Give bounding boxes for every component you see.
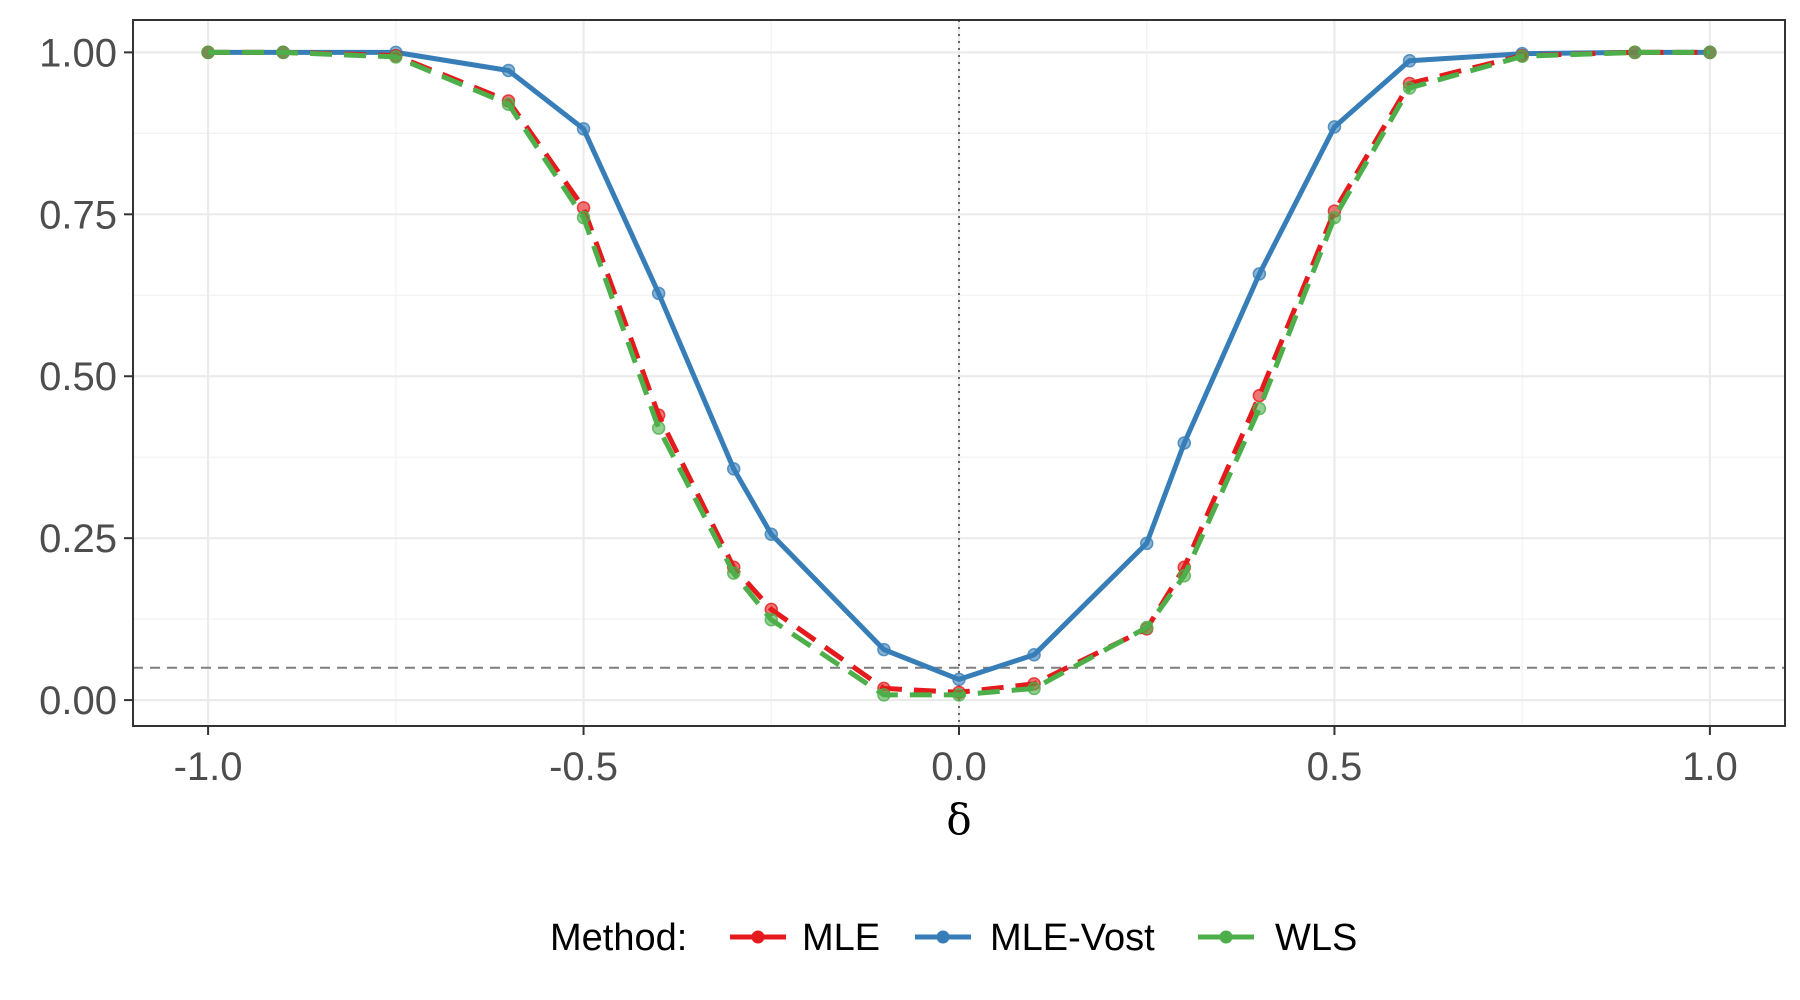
data-point-mle-vost <box>1177 436 1192 450</box>
y-tick-label: 0.75 <box>39 193 117 237</box>
data-point-mle-vost <box>1402 54 1417 68</box>
legend-label-wls: WLS <box>1275 917 1357 959</box>
data-point-mle-vost <box>501 63 516 78</box>
legend-label-mle: MLE <box>802 917 880 959</box>
data-point-wls <box>389 50 403 64</box>
data-point-wls <box>1252 401 1267 416</box>
y-tick-label: 1.00 <box>39 31 117 75</box>
x-tick-label: 0.0 <box>931 745 987 789</box>
reference-lines <box>133 20 1785 726</box>
x-tick-label: 0.5 <box>1307 745 1363 789</box>
legend-key-point-wls <box>1219 930 1233 944</box>
data-point-wls <box>276 45 290 60</box>
y-tick-label: 0.00 <box>39 679 117 723</box>
data-point-wls <box>877 688 891 702</box>
series-wls <box>201 45 1717 702</box>
data-point-mle-vost <box>952 672 966 687</box>
series-layer <box>201 45 1717 702</box>
data-point-wls <box>651 421 666 435</box>
data-point-wls <box>576 210 591 225</box>
data-point-wls <box>764 613 779 627</box>
data-point-wls <box>1402 81 1417 95</box>
legend-key-point-mle <box>751 930 765 944</box>
legend-key-point-mle-vost <box>936 930 950 944</box>
data-point-mle-vost <box>1027 648 1041 662</box>
legend: Method: MLE MLE-Vost WLS <box>550 917 1357 959</box>
data-point-wls <box>1628 45 1642 60</box>
legend-label-mle-vost: MLE-Vost <box>990 917 1155 959</box>
data-point-wls <box>501 97 516 111</box>
data-point-wls <box>1515 49 1529 64</box>
data-point-wls <box>201 45 215 60</box>
data-point-mle-vost <box>651 286 666 301</box>
legend-title: Method: <box>550 917 687 959</box>
x-axis-title: δ <box>946 795 971 844</box>
x-axis: -1.0 -0.5 0.0 0.5 1.0 <box>174 726 1738 789</box>
legend-item-mle: MLE <box>730 917 880 959</box>
data-point-mle-vost <box>877 642 891 657</box>
x-tick-label: -0.5 <box>549 745 618 789</box>
data-point-mle-vost <box>726 462 741 476</box>
legend-item-mle-vost: MLE-Vost <box>915 917 1155 959</box>
legend-item-wls: WLS <box>1198 917 1357 959</box>
data-point-wls <box>1177 568 1192 583</box>
data-point-wls <box>726 566 741 580</box>
y-tick-label: 0.50 <box>39 355 117 399</box>
x-tick-label: -1.0 <box>174 745 243 789</box>
data-point-mle-vost <box>1252 267 1267 281</box>
data-point-wls <box>1139 620 1154 635</box>
x-tick-label: 1.0 <box>1682 745 1738 789</box>
data-point-mle-vost <box>1139 536 1154 551</box>
y-tick-label: 0.25 <box>39 517 117 561</box>
data-point-wls <box>1703 45 1717 60</box>
data-point-mle-vost <box>764 527 779 542</box>
y-axis: 0.00 0.25 0.50 0.75 1.00 <box>39 31 133 723</box>
data-point-wls <box>952 688 966 702</box>
data-point-mle-vost <box>576 122 591 136</box>
data-point-wls <box>1027 681 1041 696</box>
data-point-wls <box>1327 210 1342 225</box>
data-point-mle-vost <box>1327 120 1342 134</box>
